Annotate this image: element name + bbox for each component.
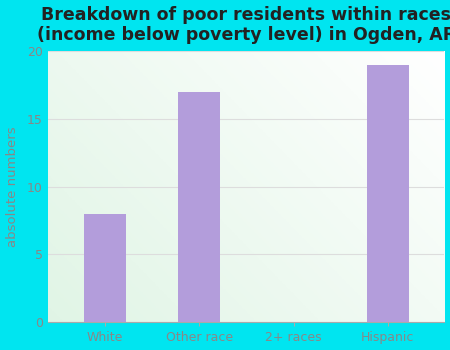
Bar [367, 65, 409, 322]
Y-axis label: absolute numbers: absolute numbers [5, 126, 18, 247]
Bar [178, 92, 220, 322]
Title: Breakdown of poor residents within races
(income below poverty level) in Ogden, : Breakdown of poor residents within races… [37, 6, 450, 44]
Bar [84, 214, 126, 322]
